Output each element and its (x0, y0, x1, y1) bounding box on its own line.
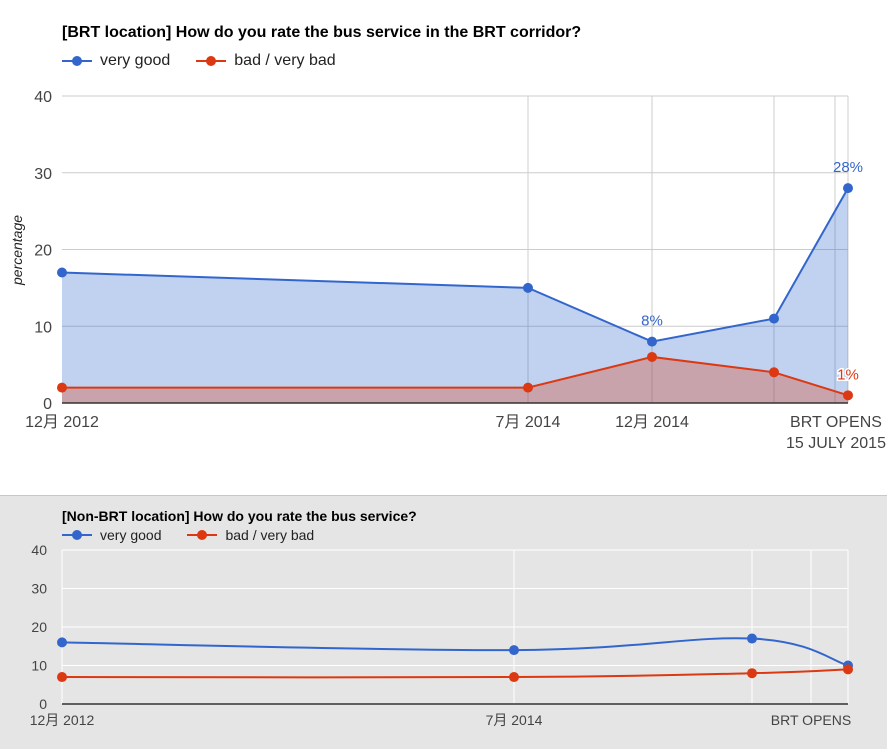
data-label: 8% (641, 313, 663, 330)
data-point (647, 351, 657, 362)
bad-legend-icon (196, 55, 227, 67)
x-tick-label: BRT OPENS (790, 414, 882, 431)
data-point (57, 382, 67, 393)
legend-label-very-good: very good (100, 52, 171, 69)
non-brt-chart-panel: 0 10 20 30 40 12月 2012 7月 2014 BRT OPENS [Non-B… (0, 495, 887, 749)
x-tick-label: 12月 2012 (25, 414, 99, 431)
data-label: 28% (833, 159, 863, 176)
y-tick-label: 30 (31, 581, 47, 597)
data-point (769, 313, 779, 324)
legend-label-bad: bad / very bad (234, 52, 336, 69)
x-tick-label: 12月 2014 (615, 414, 689, 431)
very-good-legend-icon (62, 55, 92, 67)
non-brt-chart-title: [Non-BRT location] How do you rate the b… (62, 508, 417, 524)
legend-item-very-good[interactable]: very good (62, 52, 170, 70)
x-tick-label: 12月 2012 (30, 712, 95, 728)
data-point (843, 664, 853, 675)
y-tick-label: 20 (34, 243, 52, 260)
brt-chart-legend: very good bad / very bad (62, 52, 362, 70)
y-tick-label: 40 (34, 89, 52, 106)
data-label: 1% (837, 366, 859, 383)
y-tick-label: 10 (31, 658, 47, 674)
series-line-very-good (61, 637, 849, 667)
x-tick-label: 7月 2014 (496, 414, 561, 431)
legend-label-bad: bad / very bad (225, 527, 315, 543)
data-point (769, 367, 779, 378)
series-area-very-good (62, 188, 848, 403)
data-point (509, 672, 519, 683)
y-tick-label: 0 (39, 696, 47, 712)
data-point (747, 633, 757, 644)
data-point (747, 668, 757, 679)
data-point (647, 336, 657, 347)
data-point (57, 637, 67, 648)
data-point (57, 672, 67, 683)
y-tick-label: 30 (34, 166, 52, 183)
non-brt-chart-svg: 0 10 20 30 40 12月 2012 7月 2014 BRT OPENS (30, 542, 853, 728)
data-point (509, 645, 519, 656)
brt-chart-panel: 0 10 20 30 40 percentage 12月 2012 7月 2014 12月 20… (9, 24, 887, 452)
data-point (843, 183, 853, 194)
series-line-bad (61, 668, 849, 679)
legend-label-very-good: very good (100, 527, 162, 543)
series-area-bad (62, 356, 848, 403)
brt-chart-title: [BRT location] How do you rate the bus s… (62, 24, 582, 41)
legend-item-bad[interactable]: bad / very bad (196, 52, 336, 70)
brt-chart-svg: 0 10 20 30 40 percentage 12月 2012 7月 2014 12月 20… (9, 89, 886, 452)
x-tick-label: BRT OPENS (771, 712, 851, 728)
data-point (523, 382, 533, 393)
data-point (523, 282, 533, 293)
legend-item-bad[interactable]: bad / very bad (187, 527, 314, 543)
y-tick-label: 0 (43, 396, 52, 413)
data-point (57, 267, 67, 278)
y-tick-label: 40 (31, 542, 47, 558)
legend-item-very-good[interactable]: very good (62, 527, 161, 543)
very-good-legend-icon (62, 530, 92, 540)
bad-legend-icon (187, 530, 218, 540)
y-tick-label: 10 (34, 319, 52, 336)
data-point (843, 390, 853, 401)
non-brt-chart-legend: very good bad / very bad (62, 527, 340, 543)
y-axis-label: percentage (9, 215, 25, 286)
x-tick-label: 7月 2014 (486, 712, 543, 728)
y-tick-label: 20 (31, 619, 47, 635)
x-tick-label: 15 JULY 2015 (786, 435, 886, 452)
